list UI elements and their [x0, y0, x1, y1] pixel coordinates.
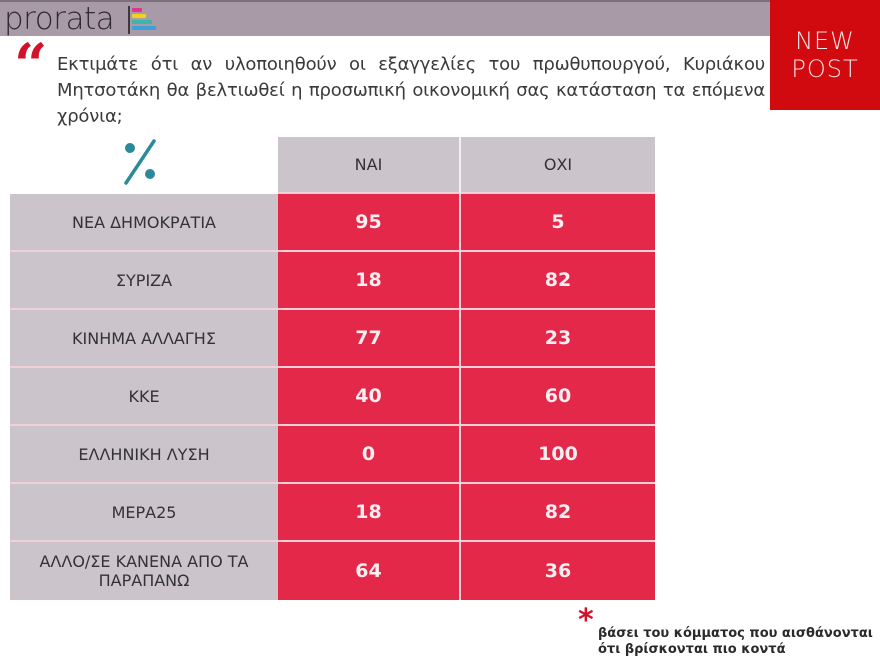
asterisk-icon: *: [578, 603, 594, 638]
new-post-badge: NEW POST: [770, 0, 880, 110]
badge-line-2: POST: [791, 55, 859, 83]
table-row: ΝΕΑ ΔΗΜΟΚΡΑΤΙΑ 95 5: [10, 194, 655, 252]
no-value: 82: [461, 252, 655, 310]
no-value: 100: [461, 426, 655, 484]
party-label: ΜΕΡΑ25: [10, 484, 278, 542]
footnote-line-2: ότι βρίσκονται πιο κοντά: [598, 642, 786, 657]
header-bar: prorata: [0, 0, 770, 37]
column-header-no: ΟΧΙ: [461, 137, 655, 194]
table-row: ΚΙΝΗΜΑ ΑΛΛΑΓΗΣ 77 23: [10, 310, 655, 368]
table-row: ΚΚΕ 40 60: [10, 368, 655, 426]
yes-value: 18: [278, 484, 461, 542]
yes-value: 0: [278, 426, 461, 484]
yes-value: 95: [278, 194, 461, 252]
badge-line-1: NEW: [795, 27, 855, 55]
table-row: ΣΥΡΙΖΑ 18 82: [10, 252, 655, 310]
header-empty-cell: [10, 137, 278, 194]
no-value: 36: [461, 542, 655, 600]
table-header-row: ΝΑΙ ΟΧΙ: [10, 137, 655, 194]
party-label: ΚΚΕ: [10, 368, 278, 426]
question-text: Εκτιμάτε ότι αν υλοποιηθούν οι εξαγγελίε…: [57, 54, 765, 127]
logo-divider: [128, 6, 130, 34]
yes-value: 40: [278, 368, 461, 426]
logo-text: prorata: [4, 1, 115, 37]
footnote-line-1: βάσει του κόμματος που αισθάνονται: [598, 626, 873, 641]
party-label: ΑΛΛΟ/ΣΕ ΚΑΝΕΝΑ ΑΠΟ ΤΑ ΠΑΡΑΠΑΝΩ: [10, 542, 278, 600]
percent-icon: [118, 138, 162, 186]
no-value: 60: [461, 368, 655, 426]
table-row: ΕΛΛΗΝΙΚΗ ΛΥΣΗ 0 100: [10, 426, 655, 484]
party-label: ΚΙΝΗΜΑ ΑΛΛΑΓΗΣ: [10, 310, 278, 368]
no-value: 82: [461, 484, 655, 542]
quote-icon: “: [14, 31, 48, 99]
results-table: ΝΑΙ ΟΧΙ ΝΕΑ ΔΗΜΟΚΡΑΤΙΑ 95 5 ΣΥΡΙΖΑ 18 82…: [10, 137, 655, 600]
party-label: ΕΛΛΗΝΙΚΗ ΛΥΣΗ: [10, 426, 278, 484]
footnote-text: βάσει του κόμματος που αισθάνονται ότι β…: [598, 626, 880, 658]
no-value: 23: [461, 310, 655, 368]
yes-value: 18: [278, 252, 461, 310]
party-label: ΝΕΑ ΔΗΜΟΚΡΑΤΙΑ: [10, 194, 278, 252]
party-label: ΣΥΡΙΖΑ: [10, 252, 278, 310]
column-header-yes: ΝΑΙ: [278, 137, 461, 194]
no-value: 5: [461, 194, 655, 252]
logo-mark-icon: [132, 8, 156, 30]
yes-value: 64: [278, 542, 461, 600]
table-row: ΜΕΡΑ25 18 82: [10, 484, 655, 542]
table-row: ΑΛΛΟ/ΣΕ ΚΑΝΕΝΑ ΑΠΟ ΤΑ ΠΑΡΑΠΑΝΩ 64 36: [10, 542, 655, 600]
yes-value: 77: [278, 310, 461, 368]
